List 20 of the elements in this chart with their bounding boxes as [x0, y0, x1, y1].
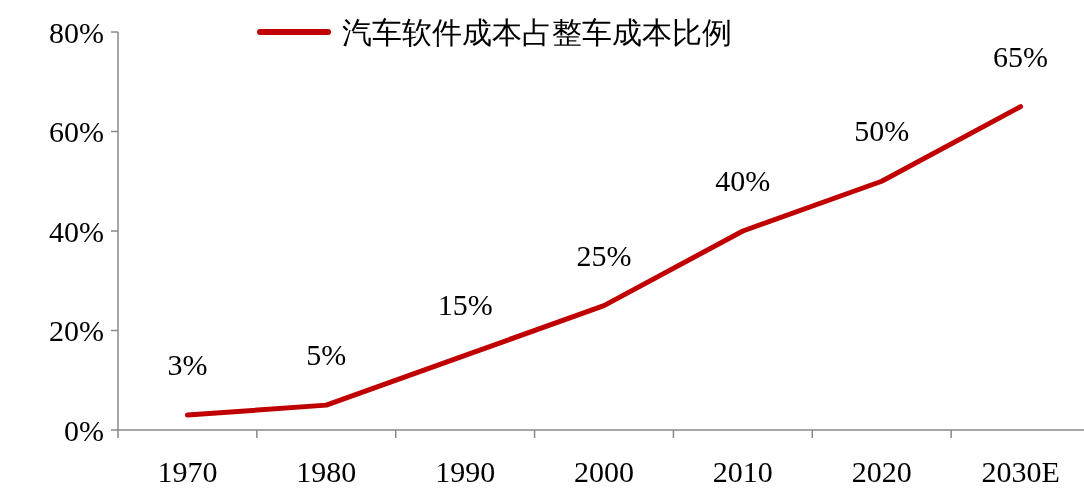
- x-tick-label: 1970: [157, 455, 218, 488]
- data-label: 15%: [437, 288, 493, 322]
- y-tick-label: 0%: [64, 413, 104, 447]
- x-tick-label: 2000: [574, 455, 634, 488]
- y-tick-label: 40%: [49, 214, 104, 248]
- data-label: 25%: [576, 238, 632, 272]
- x-tick-label: 2020: [851, 455, 912, 488]
- y-tick-label: 20%: [49, 314, 104, 347]
- data-label: 50%: [854, 114, 910, 148]
- legend-label: 汽车软件成本占整车成本比例: [342, 15, 732, 49]
- x-tick-label: 1990: [435, 455, 496, 488]
- data-label: 40%: [715, 164, 771, 197]
- data-label: 65%: [993, 39, 1049, 73]
- x-tick-label: 2010: [712, 455, 773, 488]
- x-tick-label: 1980: [296, 455, 357, 488]
- y-tick-label: 60%: [49, 115, 104, 148]
- y-tick-label: 80%: [49, 15, 104, 49]
- data-label: 5%: [306, 338, 347, 372]
- x-tick-label: 2030E: [981, 455, 1060, 488]
- data-label: 3%: [167, 348, 208, 382]
